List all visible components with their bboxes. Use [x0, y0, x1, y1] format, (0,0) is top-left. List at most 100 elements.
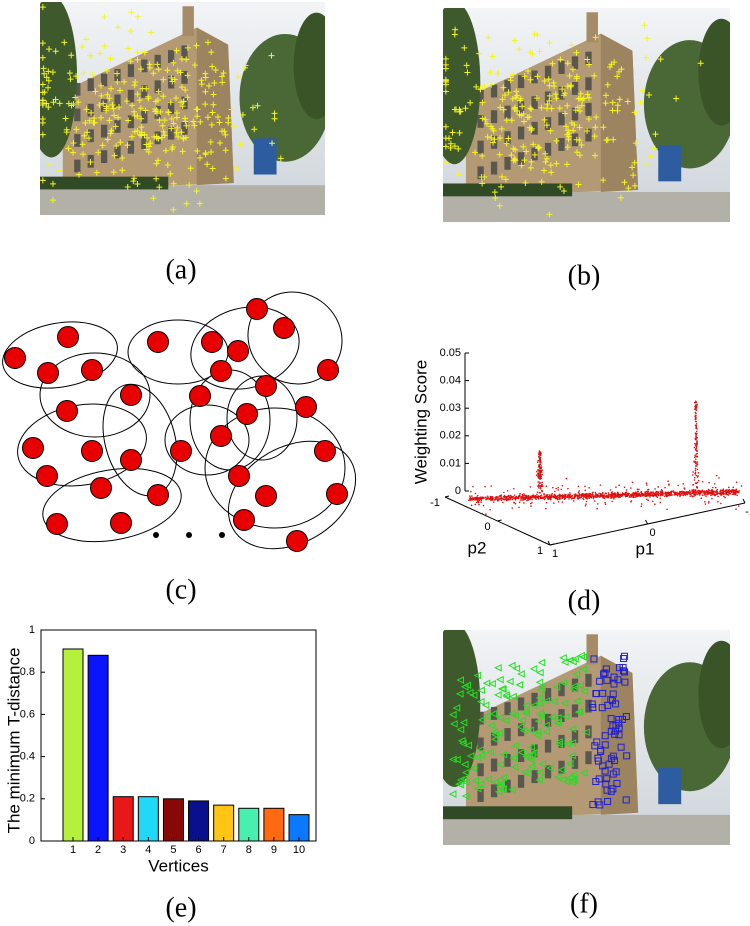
- window: [544, 739, 552, 753]
- scatter-dot: [694, 454, 696, 456]
- scatter-dot: [492, 501, 495, 503]
- keypoint: [585, 116, 592, 123]
- scatter-dot: [613, 498, 615, 500]
- scatter-dot: [503, 494, 506, 497]
- window: [490, 706, 498, 720]
- keypoint: [608, 61, 615, 68]
- keypoint: [511, 156, 518, 163]
- scatter-dot: [537, 473, 540, 475]
- keypoint: [114, 24, 121, 31]
- keypoint: [91, 115, 98, 122]
- keypoint: [222, 147, 229, 154]
- scatter-dot: [647, 492, 649, 495]
- scatter-dot: [563, 495, 566, 497]
- window: [544, 117, 552, 130]
- keypoint: [254, 102, 261, 109]
- window: [544, 142, 552, 156]
- scatter-dot: [609, 494, 612, 496]
- keypoint: [193, 188, 200, 195]
- scatter-dot: [541, 490, 543, 493]
- keypoint: [456, 129, 463, 136]
- scatter-dot: [576, 494, 579, 496]
- triangle-marker: [496, 760, 505, 769]
- window: [181, 122, 188, 135]
- triangle-marker: [516, 723, 525, 731]
- scatter-dot: [695, 435, 697, 438]
- scatter-dot: [566, 495, 569, 497]
- x-tick-label: 3: [120, 844, 126, 856]
- keypoint: [40, 54, 46, 61]
- window: [74, 108, 81, 122]
- keypoint: [239, 111, 246, 118]
- keypoint: [180, 98, 187, 105]
- keypoint: [584, 56, 591, 63]
- keypoint: [89, 72, 96, 79]
- keypoint: [211, 80, 218, 87]
- scatter-dot: [623, 486, 626, 489]
- keypoint: [131, 128, 138, 135]
- keypoint: [178, 129, 185, 136]
- scatter-dot: [650, 494, 653, 496]
- scatter-dot: [594, 491, 597, 494]
- scatter-dot: [682, 492, 684, 494]
- scatter-dot: [589, 493, 592, 496]
- keypoint: [86, 117, 93, 124]
- scatter-dot: [662, 491, 664, 493]
- scatter-dot: [503, 498, 506, 501]
- keypoint: [72, 94, 79, 101]
- scatter-dot: [558, 495, 561, 498]
- scatter-dot: [696, 490, 698, 493]
- scatter-dot: [573, 493, 576, 496]
- keypoint: [76, 171, 83, 178]
- vertex: [228, 465, 250, 487]
- keypoint: [178, 99, 185, 106]
- keypoint: [499, 173, 506, 180]
- scatter-dot: [701, 494, 704, 496]
- scatter-dot: [545, 494, 548, 497]
- window: [558, 138, 565, 151]
- keypoint: [553, 160, 560, 167]
- tower: [586, 634, 598, 665]
- keypoint: [651, 145, 658, 152]
- vertex: [236, 403, 258, 425]
- bar: [238, 807, 260, 842]
- window: [544, 688, 552, 701]
- keypoint: [443, 135, 449, 142]
- scatter-dot: [680, 491, 682, 494]
- keypoint: [528, 158, 535, 165]
- keypoint: [564, 127, 571, 134]
- keypoint: [521, 157, 528, 164]
- scatter-dot: [640, 492, 643, 495]
- scatter-dot: [704, 503, 707, 505]
- keypoint: [559, 86, 566, 93]
- x-tick-label: 1: [70, 844, 76, 856]
- keypoint: [621, 179, 628, 186]
- keypoint: [673, 95, 680, 102]
- scatter-dot: [695, 412, 697, 415]
- triangle-marker: [534, 717, 543, 725]
- keypoint: [592, 152, 599, 159]
- keypoint: [212, 67, 219, 74]
- scatter-dot: [675, 492, 677, 494]
- scatter-dot: [518, 506, 520, 509]
- scatter-dot: [609, 495, 612, 497]
- scatter-dot: [531, 501, 533, 504]
- ellipsis-dot: [153, 532, 159, 538]
- vertex: [210, 425, 232, 447]
- scatter-dot: [740, 485, 743, 487]
- keypoint: [98, 92, 105, 99]
- scatter-dot: [557, 501, 560, 503]
- vertex: [147, 331, 169, 353]
- scatter-dot: [646, 484, 648, 486]
- scatter-dot: [624, 493, 627, 495]
- scatter-dot: [640, 503, 643, 505]
- scatter-dot: [692, 492, 694, 495]
- keypoint: [73, 126, 80, 133]
- scatter-dot: [686, 491, 689, 494]
- scatter-dot: [539, 460, 542, 463]
- keypoint: [152, 106, 159, 113]
- scatter-dot: [721, 492, 723, 494]
- hedge: [443, 806, 573, 820]
- scatter-dot: [695, 424, 698, 427]
- keypoint: [578, 141, 585, 148]
